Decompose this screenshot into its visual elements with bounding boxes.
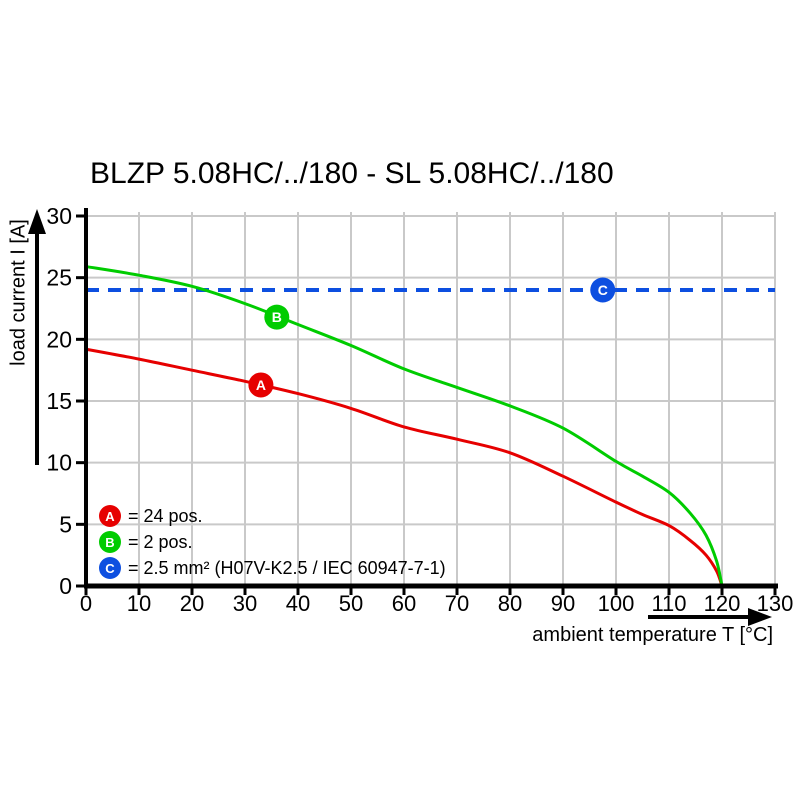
legend: A = 24 pos. B = 2 pos. C = 2.5 mm² (H07V… — [99, 503, 446, 581]
y-tick-label: 0 — [59, 573, 72, 599]
y-tick-label: 10 — [46, 450, 72, 476]
marker-B: B — [264, 304, 290, 330]
x-tick-label: 60 — [392, 591, 416, 616]
x-tick-label: 10 — [127, 591, 151, 616]
legend-label-a: = 24 pos. — [128, 505, 203, 526]
x-tick-label: 120 — [704, 591, 741, 616]
x-tick-label: 110 — [651, 591, 686, 616]
y-tick-label: 25 — [46, 265, 72, 291]
axis-arrows — [28, 209, 772, 626]
legend-label-b: = 2 pos. — [128, 531, 193, 552]
x-tick-label: 130 — [757, 591, 794, 616]
y-tick-label: 15 — [46, 388, 72, 414]
x-tick-label: 90 — [551, 591, 575, 616]
x-tick-label: 70 — [445, 591, 469, 616]
x-tick-label: 40 — [286, 591, 310, 616]
legend-item-a: A = 24 pos. — [99, 503, 446, 529]
legend-item-b: B = 2 pos. — [99, 529, 446, 555]
legend-badge-c-icon: C — [99, 557, 121, 579]
y-tick-label: 20 — [46, 326, 72, 352]
x-tick-label: 100 — [598, 591, 635, 616]
y-axis-label: load current I [A] — [7, 219, 30, 366]
legend-badge-b-icon: B — [99, 531, 121, 553]
legend-item-c: C = 2.5 mm² (H07V-K2.5 / IEC 60947-7-1) — [99, 555, 446, 581]
y-tick-label: 5 — [59, 511, 72, 537]
x-tick-label: 50 — [339, 591, 363, 616]
x-tick-label: 0 — [80, 591, 92, 616]
chart-title: BLZP 5.08HC/../180 - SL 5.08HC/../180 — [90, 157, 614, 190]
curve-B — [85, 265, 724, 587]
marker-C: C — [590, 277, 616, 303]
x-tick-label: 30 — [233, 591, 257, 616]
svg-text:B: B — [272, 309, 282, 325]
legend-label-c: = 2.5 mm² (H07V-K2.5 / IEC 60947-7-1) — [128, 557, 446, 578]
gridlines — [86, 212, 776, 586]
tick-labels: 0 5 10 15 20 25 30 0 10 20 30 40 50 60 70 80 90 100 110 120… — [46, 203, 793, 616]
legend-badge-a-icon: A — [99, 505, 121, 527]
y-tick-label: 30 — [46, 203, 72, 229]
x-tick-label: 20 — [180, 591, 204, 616]
svg-text:C: C — [598, 282, 608, 298]
marker-A: A — [248, 372, 274, 398]
svg-text:A: A — [256, 377, 266, 393]
curve-A — [85, 347, 724, 587]
x-tick-label: 80 — [498, 591, 522, 616]
axes — [76, 208, 778, 595]
x-axis-label: ambient temperature T [°C] — [532, 624, 773, 646]
